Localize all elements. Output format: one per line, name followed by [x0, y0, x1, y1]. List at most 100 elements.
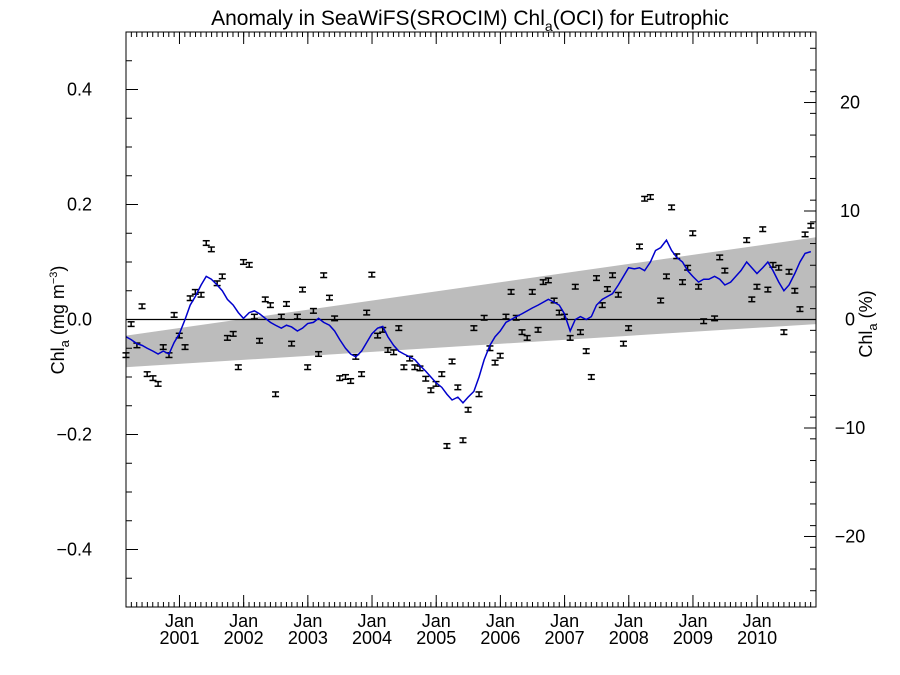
data-point	[218, 273, 226, 280]
data-point	[801, 231, 809, 238]
x-tick-month: Jan	[550, 611, 579, 631]
data-point	[170, 311, 178, 318]
data-point	[566, 334, 574, 341]
y-left-tick-label: −0.2	[56, 425, 92, 445]
data-point	[711, 315, 719, 322]
x-tick-year: 2006	[480, 628, 520, 648]
y-axis-left: −0.4 −0.2 0.0 0.2 0.4	[56, 31, 138, 608]
data-point	[229, 330, 237, 337]
data-point	[748, 296, 756, 303]
data-point	[454, 384, 462, 391]
y-right-tick-label: 20	[840, 93, 860, 113]
data-point	[502, 313, 510, 320]
y-axis-left-title: Chla (mg m−3)	[48, 266, 72, 375]
x-tick-month: Jan	[358, 611, 387, 631]
data-point	[544, 277, 552, 284]
data-point	[363, 309, 371, 316]
x-tick-year: 2002	[224, 628, 264, 648]
data-point	[657, 297, 665, 304]
data-point	[689, 230, 697, 237]
data-point	[358, 371, 366, 378]
data-point	[282, 300, 290, 308]
data-point	[309, 307, 317, 314]
data-point	[721, 267, 729, 274]
y-right-title-unit: (%)	[856, 290, 876, 323]
data-point	[299, 286, 307, 293]
data-point	[523, 334, 531, 341]
data-point	[785, 268, 793, 275]
x-tick-year: 2010	[737, 628, 777, 648]
data-point	[336, 375, 344, 382]
data-point	[448, 358, 456, 365]
data-point	[662, 273, 670, 280]
data-point	[528, 288, 536, 295]
data-point	[759, 226, 767, 233]
data-point	[609, 272, 617, 279]
y-left-tick-label: 0.0	[67, 310, 92, 330]
y-left-title-unit: (mg m	[48, 284, 68, 340]
data-point	[347, 377, 355, 385]
data-point	[250, 313, 258, 320]
data-point	[775, 264, 783, 271]
chart-title-subscript: a	[545, 18, 553, 34]
x-tick-month: Jan	[486, 611, 515, 631]
chart-title: Anomaly in SeaWiFS(SROCIM) Chla(OCI) for…	[211, 7, 729, 34]
x-tick-month: Jan	[422, 611, 451, 631]
x-tick-year: 2008	[609, 628, 649, 648]
data-point	[625, 325, 633, 332]
x-tick-year: 2005	[416, 628, 456, 648]
running-mean-line	[125, 238, 812, 405]
data-point	[149, 375, 157, 382]
data-point	[598, 302, 606, 309]
data-point	[320, 272, 328, 279]
chart-title-tail: (OCI) for Eutrophic	[553, 7, 729, 30]
data-point	[400, 364, 408, 371]
data-point	[395, 325, 403, 332]
y-right-title-pre: Chl	[856, 331, 876, 358]
data-point	[796, 306, 804, 313]
data-point	[807, 222, 815, 229]
data-point	[641, 195, 649, 202]
data-point	[539, 279, 547, 286]
data-point	[619, 340, 627, 347]
data-point	[438, 371, 446, 378]
data-point	[411, 364, 419, 371]
data-point	[480, 314, 488, 321]
x-tick-year: 2007	[545, 628, 585, 648]
x-axis: Jan2001Jan2002Jan2003Jan2004Jan2005Jan20…	[130, 32, 817, 648]
data-point	[678, 279, 686, 286]
data-point	[427, 387, 435, 394]
data-point	[743, 237, 751, 244]
data-point	[475, 391, 483, 398]
data-point	[191, 288, 199, 295]
data-point	[202, 239, 210, 247]
data-point	[197, 291, 205, 298]
data-point	[534, 326, 542, 333]
data-point	[491, 359, 499, 366]
data-point	[245, 261, 253, 268]
data-point	[592, 275, 600, 282]
y-axis-right-title: Chla (%)	[856, 290, 880, 357]
y-left-tick-label: −0.4	[56, 540, 92, 560]
data-point	[764, 286, 772, 293]
data-point	[695, 283, 703, 290]
data-point	[518, 329, 526, 336]
data-point	[368, 271, 376, 278]
x-tick-month: Jan	[678, 611, 707, 631]
data-point	[464, 406, 472, 413]
y-left-title-sub: a	[57, 339, 72, 347]
y-right-tick-label: 10	[840, 201, 860, 221]
y-right-tick-label: −20	[835, 526, 866, 546]
data-point	[422, 375, 430, 382]
data-point	[207, 246, 215, 253]
data-point	[753, 283, 761, 290]
data-point	[443, 442, 451, 450]
x-tick-year: 2001	[159, 628, 199, 648]
data-point	[138, 303, 146, 310]
y-right-tick-label: 0	[845, 310, 855, 330]
data-point	[716, 254, 724, 261]
x-tick-year: 2009	[673, 628, 713, 648]
chart-title-main: Anomaly in SeaWiFS(SROCIM) Chl	[211, 7, 545, 30]
x-tick-month: Jan	[165, 611, 194, 631]
